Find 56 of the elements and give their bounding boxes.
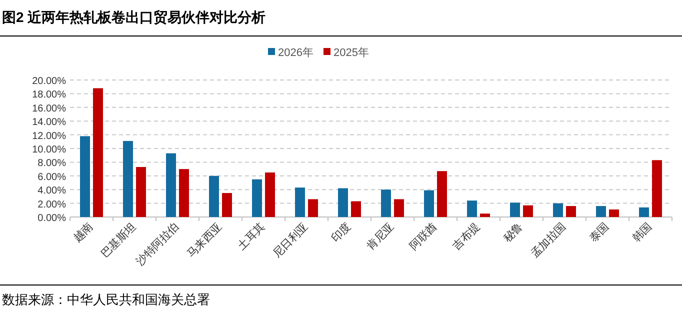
bar <box>295 188 305 217</box>
bar <box>467 200 477 217</box>
bar <box>265 172 275 217</box>
bar <box>209 176 219 217</box>
bar <box>652 160 662 217</box>
chart-title: 图2 近两年热轧板卷出口贸易伙伴对比分析 <box>2 9 266 25</box>
bar <box>639 207 649 217</box>
bar <box>480 214 490 217</box>
bar <box>566 206 576 217</box>
bar <box>93 88 103 217</box>
bar <box>308 199 318 217</box>
x-tick-label: 孟加拉国 <box>528 220 569 260</box>
y-tick-label: 14.00% <box>32 117 66 128</box>
x-tick-label: 泰国 <box>588 220 612 245</box>
bar <box>123 140 133 217</box>
bar <box>609 209 619 217</box>
y-tick-label: 16.00% <box>32 103 66 114</box>
legend-label: 2025年 <box>333 47 369 59</box>
bar <box>553 203 563 217</box>
source-note: 数据来源：中华人民共和国海关总署 <box>2 292 210 307</box>
bar <box>179 169 189 217</box>
y-tick-label: 8.00% <box>38 158 66 170</box>
y-tick-label: 18.00% <box>32 90 66 101</box>
y-tick-label: 12.00% <box>32 130 66 142</box>
y-tick-label: 10.00% <box>32 144 66 156</box>
bar <box>424 190 434 217</box>
x-tick-label: 肯尼亚 <box>364 220 397 252</box>
bar <box>437 171 447 217</box>
bar <box>166 153 176 217</box>
bar <box>394 199 404 217</box>
y-tick-label: 2.00% <box>38 199 66 210</box>
legend-label: 2026年 <box>278 47 314 59</box>
x-tick-label: 印度 <box>328 220 354 245</box>
bar <box>80 136 90 217</box>
bar <box>136 166 146 217</box>
bar <box>222 193 232 217</box>
y-tick-label: 0.00% <box>38 213 66 224</box>
bar <box>523 205 533 217</box>
y-tick-label: 6.00% <box>38 172 66 183</box>
x-tick-label: 越南 <box>70 220 96 245</box>
bar <box>252 179 262 217</box>
x-tick-label: 巴基斯坦 <box>98 220 139 260</box>
x-tick-label: 吉布提 <box>450 220 483 252</box>
bar <box>381 190 391 217</box>
x-tick-label: 土耳其 <box>235 220 268 252</box>
bar <box>351 201 361 217</box>
x-tick-label: 尼日利亚 <box>270 220 311 260</box>
x-tick-label: 阿联酋 <box>408 220 440 252</box>
x-tick-label: 马来西亚 <box>184 220 225 260</box>
bar <box>510 202 520 217</box>
bar <box>596 206 606 217</box>
bar <box>338 188 348 217</box>
y-tick-label: 4.00% <box>38 186 66 197</box>
y-tick-label: 20.00% <box>32 76 66 87</box>
x-tick-label: 秘鲁 <box>502 220 526 245</box>
x-tick-label: 韩国 <box>630 220 655 245</box>
